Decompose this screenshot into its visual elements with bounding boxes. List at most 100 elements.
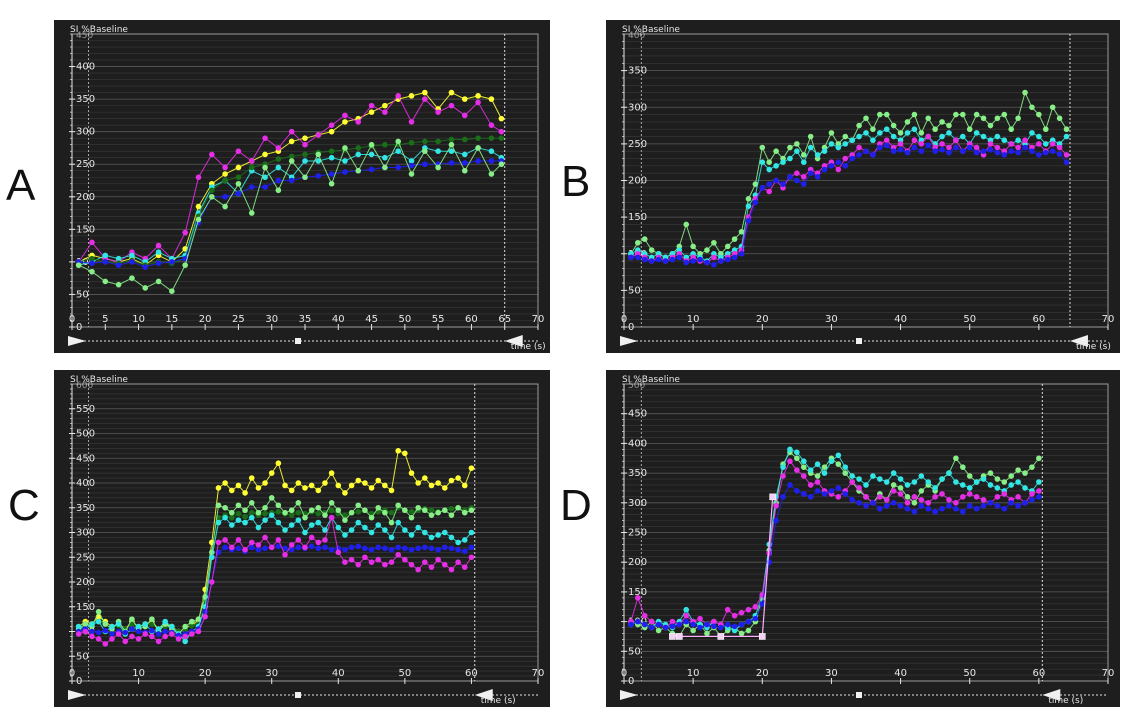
data-point — [787, 155, 793, 162]
data-point — [1022, 500, 1028, 506]
timeline-start-handle[interactable] — [68, 690, 86, 700]
data-point — [448, 160, 455, 166]
data-point — [821, 166, 828, 173]
data-point — [966, 491, 973, 497]
data-point — [428, 482, 435, 489]
data-point — [422, 96, 428, 102]
data-point — [1056, 144, 1063, 151]
y-tick-label: 150 — [628, 212, 647, 223]
data-point — [315, 504, 322, 511]
data-point — [308, 534, 315, 541]
reference-point[interactable] — [669, 633, 676, 640]
data-point — [242, 513, 248, 520]
data-point — [960, 464, 966, 470]
timeline-scroll-thumb[interactable] — [856, 338, 862, 344]
data-point — [1042, 141, 1049, 147]
x-tick-label: 40 — [894, 668, 907, 679]
reference-point[interactable] — [676, 633, 683, 640]
timeline-end-handle[interactable] — [474, 689, 493, 701]
series-cyan — [75, 512, 475, 645]
data-point — [295, 537, 302, 543]
data-point — [787, 144, 793, 151]
data-point — [683, 259, 690, 266]
data-point — [953, 505, 959, 512]
data-point — [724, 256, 731, 263]
reference-point[interactable] — [769, 493, 776, 501]
y-top-tick-label: 600 — [76, 381, 93, 391]
data-point — [228, 514, 235, 521]
x-tick-label: 10 — [687, 314, 700, 325]
timeline-scroll-thumb[interactable] — [295, 338, 301, 344]
data-point — [498, 115, 505, 122]
data-point — [415, 504, 421, 511]
data-point — [1015, 467, 1021, 473]
data-point — [641, 621, 648, 628]
timeline-start-handle[interactable] — [68, 336, 86, 346]
data-point — [89, 621, 95, 627]
data-point — [375, 522, 382, 528]
data-point — [973, 144, 980, 151]
data-point — [904, 500, 911, 506]
timeline-end-handle[interactable] — [1042, 689, 1061, 701]
data-point — [102, 627, 109, 634]
data-point — [773, 502, 779, 509]
data-point — [814, 488, 821, 494]
data-point — [422, 544, 428, 551]
y-tick-label: 500 — [76, 429, 95, 440]
data-point — [155, 638, 162, 645]
data-point — [348, 509, 355, 516]
timeline-end-handle[interactable] — [504, 335, 523, 347]
data-point — [129, 633, 135, 640]
data-point — [1049, 148, 1056, 154]
data-point — [1036, 152, 1042, 158]
reference-point[interactable] — [758, 633, 766, 640]
data-point — [355, 477, 362, 484]
data-point — [932, 494, 938, 500]
data-point — [759, 185, 766, 191]
data-point — [382, 509, 388, 516]
data-point — [461, 509, 468, 516]
data-point — [428, 545, 435, 552]
data-point — [209, 554, 215, 561]
data-point — [780, 159, 786, 165]
data-point — [856, 500, 862, 506]
data-point — [295, 544, 302, 551]
data-point — [897, 485, 904, 491]
plot-background — [606, 20, 1120, 353]
data-point — [759, 144, 766, 151]
x-tick-label: 5 — [102, 314, 108, 325]
data-point — [435, 148, 441, 154]
data-point — [738, 250, 745, 257]
data-point — [994, 133, 1001, 140]
reference-point[interactable] — [717, 633, 725, 640]
data-point — [328, 154, 335, 161]
timeline-scroll-thumb[interactable] — [295, 692, 301, 698]
timeline-scroll-thumb[interactable] — [856, 692, 862, 698]
data-point — [897, 491, 904, 497]
data-point — [302, 158, 308, 164]
data-point — [322, 544, 328, 551]
data-point — [255, 524, 262, 531]
data-point — [745, 627, 752, 634]
data-point — [911, 111, 918, 118]
data-point — [248, 475, 255, 481]
data-point — [911, 508, 918, 515]
data-point — [766, 166, 772, 173]
data-point — [342, 547, 348, 553]
data-point — [745, 217, 752, 224]
series-line — [630, 144, 1067, 266]
data-point — [498, 161, 505, 168]
data-point — [282, 509, 288, 516]
data-point — [222, 504, 228, 511]
data-point — [328, 470, 335, 476]
timeline-start-handle[interactable] — [620, 690, 638, 700]
data-point — [282, 482, 288, 489]
data-point — [870, 126, 876, 133]
timeline-start-handle[interactable] — [620, 336, 638, 346]
data-point — [315, 487, 322, 494]
data-point — [863, 115, 869, 122]
data-point — [939, 141, 945, 147]
data-point — [142, 631, 149, 637]
x-axis-title: time (s) — [1048, 696, 1083, 706]
timeline-end-handle[interactable] — [1069, 335, 1088, 347]
